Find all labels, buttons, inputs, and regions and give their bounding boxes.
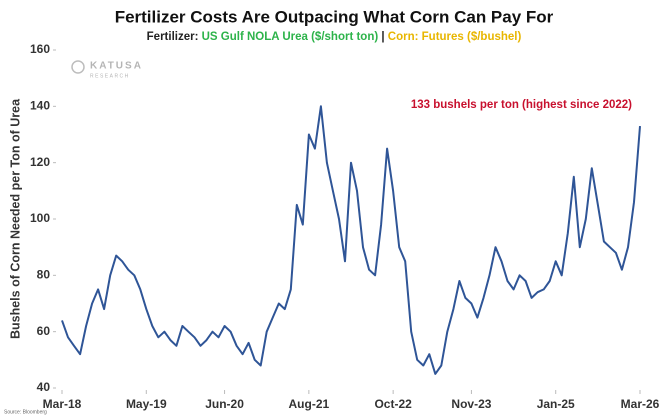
x-tick-label: Nov-23	[451, 397, 491, 411]
y-tick-label: 40	[37, 380, 51, 394]
x-tick-label: Mar-18	[43, 397, 82, 411]
x-tick-label: Aug-21	[289, 397, 330, 411]
subtitle-part: Corn: Futures ($/bushel)	[388, 31, 522, 43]
x-tick-label: Mar-26	[621, 397, 660, 411]
watermark-subtext: RESEARCH	[90, 73, 130, 79]
x-tick-label: Jan-25	[537, 397, 575, 411]
y-axis-label: Bushels of Corn Needed per Ton of Urea	[8, 98, 22, 339]
subtitle-part: Fertilizer:	[147, 31, 202, 43]
y-tick-label: 100	[30, 211, 50, 225]
data-line	[61, 105, 641, 375]
x-tick-label: May-19	[126, 397, 167, 411]
y-tick-label: 160	[30, 42, 50, 56]
chart-subtitle: Fertilizer: US Gulf NOLA Urea ($/short t…	[147, 31, 522, 43]
y-tick-label: 60	[37, 324, 51, 338]
watermark-text: KATUSA	[90, 61, 143, 72]
source: Source: Bloomberg	[4, 409, 47, 415]
subtitle-part: |	[378, 31, 388, 43]
y-tick-label: 120	[30, 155, 50, 169]
y-tick-label: 80	[37, 268, 51, 282]
y-tick-label: 140	[30, 99, 50, 113]
x-tick-label: Oct-22	[374, 397, 412, 411]
chart-title: Fertilizer Costs Are Outpacing What Corn…	[115, 7, 554, 26]
watermark-icon	[71, 60, 85, 74]
watermark: KATUSA RESEARCH	[71, 60, 143, 79]
x-tick-label: Jun-20	[205, 397, 244, 411]
subtitle-part: US Gulf NOLA Urea ($/short ton)	[202, 31, 379, 43]
annotation: 133 bushels per ton (highest since 2022)	[411, 99, 632, 111]
